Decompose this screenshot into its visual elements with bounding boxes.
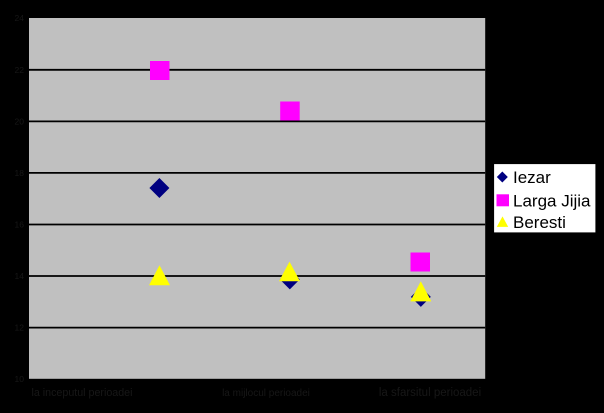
svg-text:Larga Jijia: Larga Jijia [513,191,591,210]
svg-text:22: 22 [15,65,25,75]
svg-text:20: 20 [15,116,25,126]
svg-text:24: 24 [15,13,25,23]
svg-text:Beresti: Beresti [513,213,566,232]
svg-text:12: 12 [15,323,25,333]
svg-text:la sfarsitul perioadei: la sfarsitul perioadei [379,387,481,399]
svg-text:10: 10 [15,374,25,384]
svg-text:18: 18 [15,168,25,178]
svg-text:la inceputul perioadei: la inceputul perioadei [31,387,132,399]
svg-text:16: 16 [15,220,25,230]
svg-text:14: 14 [15,271,25,281]
svg-text:Iezar: Iezar [513,168,551,187]
svg-text:la mijlocul perioadei: la mijlocul perioadei [222,388,310,399]
